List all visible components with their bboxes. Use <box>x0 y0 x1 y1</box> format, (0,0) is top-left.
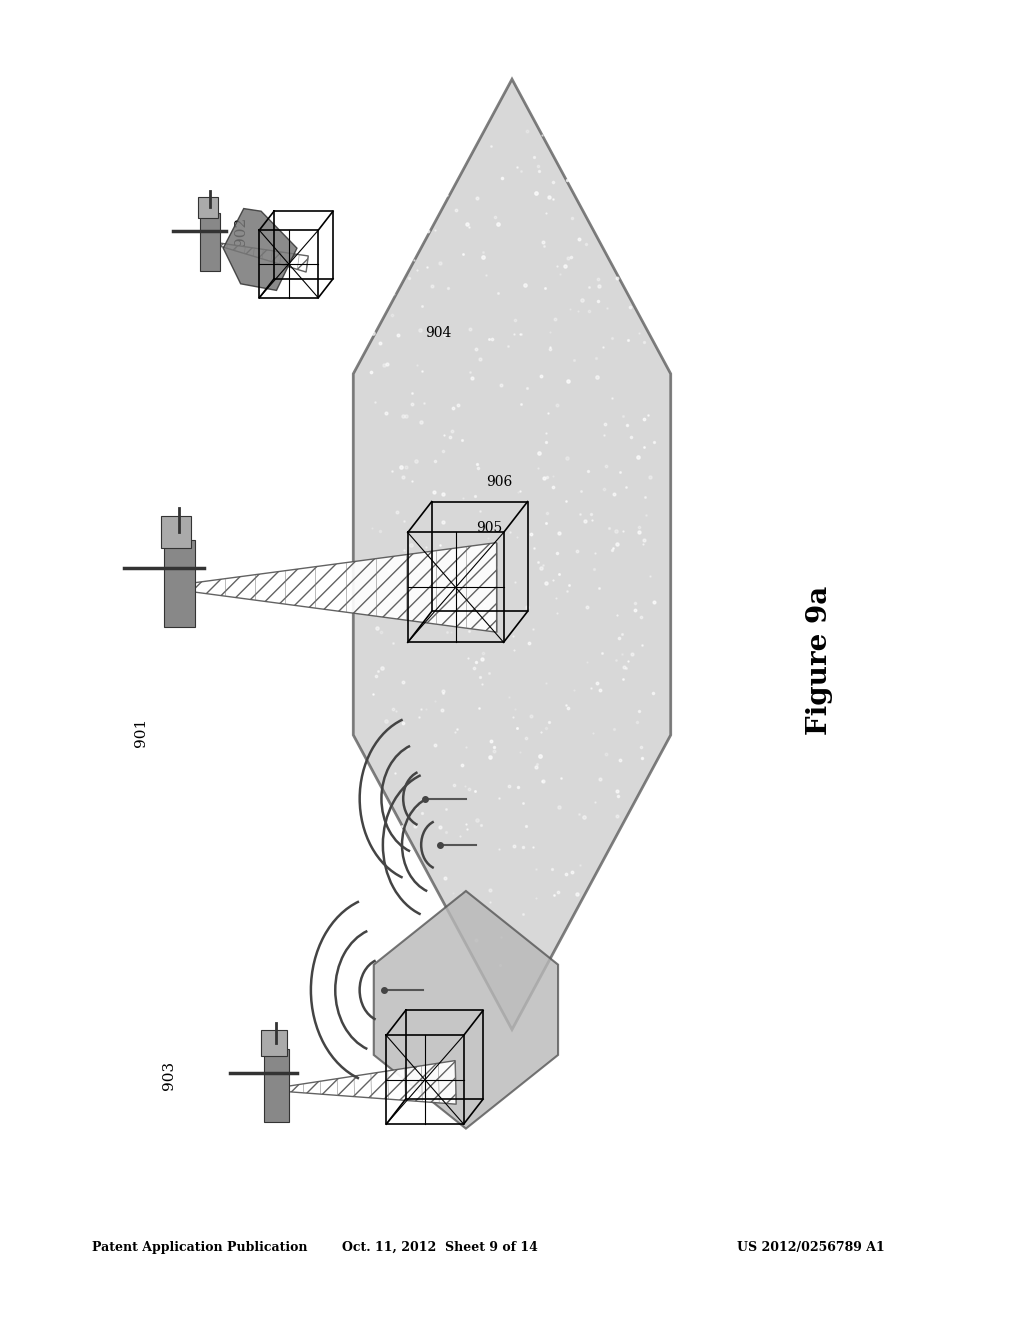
Text: 903: 903 <box>162 1061 176 1090</box>
Polygon shape <box>287 1060 457 1104</box>
Text: Patent Application Publication: Patent Application Publication <box>92 1241 307 1254</box>
Polygon shape <box>218 243 308 272</box>
Text: 902: 902 <box>233 216 248 246</box>
Polygon shape <box>374 891 558 1129</box>
Polygon shape <box>353 79 671 1030</box>
Bar <box>200 213 220 271</box>
Text: 905: 905 <box>476 521 503 535</box>
Bar <box>264 1049 290 1122</box>
Text: US 2012/0256789 A1: US 2012/0256789 A1 <box>737 1241 885 1254</box>
Text: 901: 901 <box>134 718 148 747</box>
Text: 904: 904 <box>425 326 452 339</box>
Text: 906: 906 <box>486 475 513 488</box>
Bar <box>198 197 218 218</box>
Text: Figure 9a: Figure 9a <box>806 585 833 735</box>
Bar <box>161 516 191 548</box>
Polygon shape <box>195 543 497 632</box>
Bar <box>164 540 195 627</box>
Polygon shape <box>223 209 297 290</box>
Bar <box>261 1030 287 1056</box>
Text: Oct. 11, 2012  Sheet 9 of 14: Oct. 11, 2012 Sheet 9 of 14 <box>342 1241 539 1254</box>
